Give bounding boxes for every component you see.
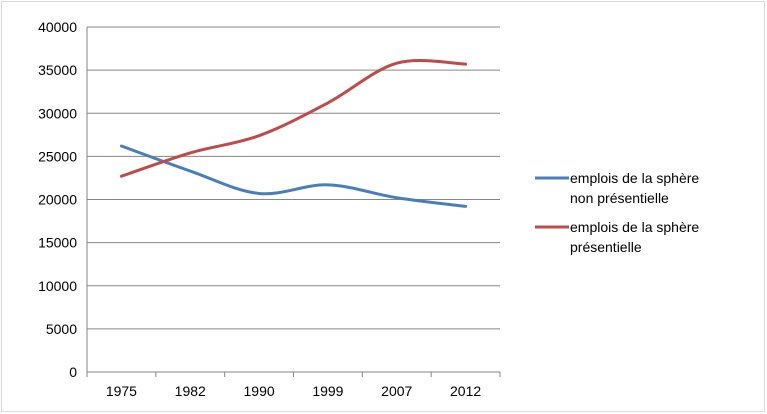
y-tick-label: 40000	[38, 19, 77, 35]
legend-label: emplois de la sphère	[570, 170, 699, 186]
x-tick-labels: 1975 1982 1990 1999 2007 2012	[106, 383, 482, 399]
legend-label: non présentielle	[570, 190, 669, 206]
x-tick-label: 1999	[312, 383, 343, 399]
y-tick-label: 10000	[38, 278, 77, 294]
legend: emplois de la sphère non présentielle empl…	[535, 170, 699, 255]
legend-label: présentielle	[570, 239, 642, 255]
y-tick-label: 5000	[46, 321, 77, 337]
y-tick-label: 35000	[38, 62, 77, 78]
legend-label: emplois de la sphère	[570, 219, 699, 235]
x-tick-label: 1975	[106, 383, 137, 399]
series-lines	[119, 59, 468, 208]
series-line-0	[119, 144, 468, 208]
y-tick-label: 0	[69, 364, 77, 380]
y-tick-label: 30000	[38, 105, 77, 121]
x-tick-label: 2007	[381, 383, 412, 399]
axes	[86, 27, 501, 377]
x-tick-label: 1982	[175, 383, 206, 399]
x-tick-label: 2012	[450, 383, 481, 399]
gridlines	[87, 26, 500, 330]
y-tick-label: 25000	[38, 148, 77, 164]
y-tick-labels: 0 5000 10000 15000 20000 25000 30000 35000 40000	[38, 19, 77, 380]
series-line-1	[119, 59, 468, 178]
y-tick-label: 15000	[38, 235, 77, 251]
y-tick-label: 20000	[38, 192, 77, 208]
x-tick-label: 1990	[244, 383, 275, 399]
